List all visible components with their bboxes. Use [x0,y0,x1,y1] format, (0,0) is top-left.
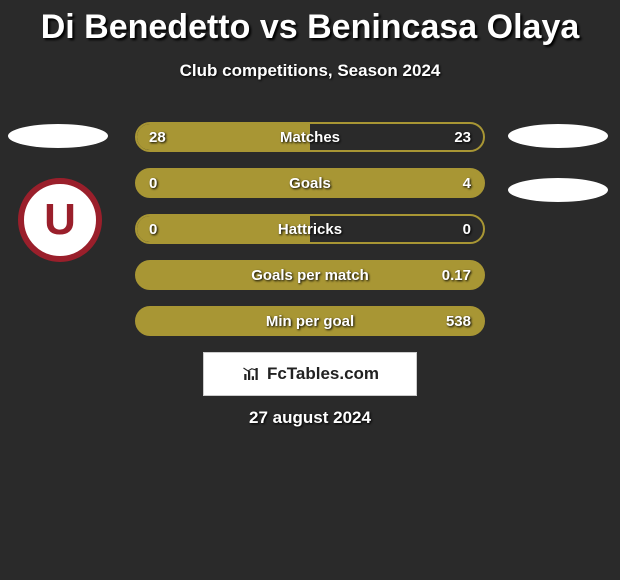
stat-value-right: 23 [454,129,471,146]
player-right-placeholder-2 [508,178,608,202]
player-right-placeholder-1 [508,124,608,148]
stat-value-left: 0 [149,175,157,192]
stat-value-left: 28 [149,129,166,146]
stat-row-min-per-goal: Min per goal 538 [135,306,485,336]
page-title: Di Benedetto vs Benincasa Olaya [0,0,620,47]
stat-value-right: 0.17 [442,267,471,284]
stat-value-right: 538 [446,313,471,330]
stat-label: Hattricks [278,221,342,238]
stat-label: Matches [280,129,340,146]
player-left-placeholder [8,124,108,148]
stat-row-hattricks: 0 Hattricks 0 [135,214,485,244]
page-subtitle: Club competitions, Season 2024 [0,61,620,81]
stat-value-right: 0 [463,221,471,238]
stats-container: 28 Matches 23 0 Goals 4 0 Hattricks 0 Go… [135,122,485,352]
club-badge-letter: U [44,198,76,242]
stat-row-goals-per-match: Goals per match 0.17 [135,260,485,290]
footer-brand-text: FcTables.com [267,364,379,384]
footer-date: 27 august 2024 [0,408,620,428]
stat-row-goals: 0 Goals 4 [135,168,485,198]
chart-icon [241,365,261,383]
stat-row-matches: 28 Matches 23 [135,122,485,152]
footer-brand[interactable]: FcTables.com [203,352,417,396]
club-badge: U [18,178,102,262]
stat-label: Goals per match [251,267,369,284]
stat-label: Min per goal [266,313,354,330]
stat-value-right: 4 [463,175,471,192]
stat-value-left: 0 [149,221,157,238]
stat-label: Goals [289,175,331,192]
